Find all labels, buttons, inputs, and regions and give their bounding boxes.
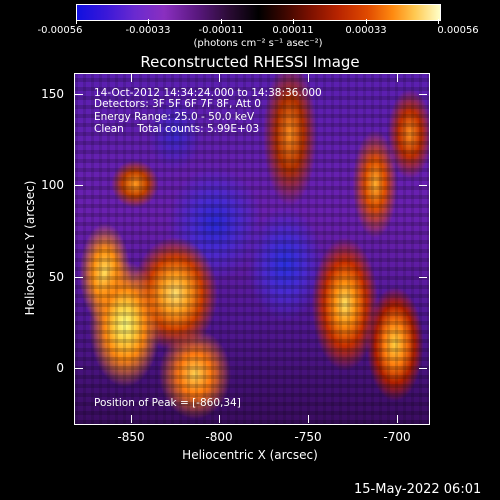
colorbar-tick-label: 0.00033 bbox=[345, 25, 387, 36]
x-tick bbox=[397, 415, 398, 423]
info-peak-position: Position of Peak = [-860,34] bbox=[94, 397, 241, 409]
generation-timestamp: 15-May-2022 06:01 bbox=[354, 482, 482, 497]
y-tick-label: 100 bbox=[41, 178, 64, 192]
image-title: Reconstructed RHESSI Image bbox=[140, 53, 360, 71]
x-tick bbox=[397, 74, 398, 82]
colorbar bbox=[76, 4, 441, 21]
y-tick bbox=[419, 94, 427, 95]
info-detectors: Detectors: 3F 5F 6F 7F 8F, Att 0 bbox=[94, 98, 261, 110]
y-tick bbox=[419, 185, 427, 186]
colorbar-tick bbox=[148, 19, 149, 24]
xray-intensity-map bbox=[75, 74, 429, 424]
x-tick-label: -750 bbox=[294, 430, 322, 444]
colorbar-tick-label: 0.00056 bbox=[437, 25, 479, 36]
x-tick bbox=[131, 74, 132, 82]
colorbar-tick-label: 0.00011 bbox=[272, 25, 314, 36]
y-tick-label: 0 bbox=[56, 361, 64, 375]
colorbar-tick-label: -0.00011 bbox=[198, 25, 244, 36]
info-time-range: 14-Oct-2012 14:34:24.000 to 14:38:36.000 bbox=[94, 87, 322, 99]
y-tick bbox=[419, 368, 427, 369]
colorbar-units: (photons cm⁻² s⁻¹ asec⁻²) bbox=[193, 38, 323, 49]
x-tick bbox=[131, 415, 132, 423]
x-axis-title: Heliocentric X (arcsec) bbox=[182, 448, 318, 462]
x-tick bbox=[308, 74, 309, 82]
y-tick bbox=[419, 277, 427, 278]
y-tick bbox=[75, 185, 83, 186]
y-tick bbox=[75, 277, 83, 278]
x-tick bbox=[219, 415, 220, 423]
colorbar-tick-label: -0.00033 bbox=[125, 25, 171, 36]
x-tick bbox=[308, 415, 309, 423]
colorbar-tick bbox=[221, 19, 222, 24]
y-tick-label: 150 bbox=[41, 87, 64, 101]
colorbar-tick bbox=[366, 19, 367, 24]
x-tick-label: -850 bbox=[117, 430, 145, 444]
y-axis-title: Heliocentric Y (arcsec) bbox=[23, 180, 37, 316]
colorbar-tick bbox=[438, 19, 439, 24]
colorbar-tick bbox=[293, 19, 294, 24]
image-plot-area bbox=[74, 73, 430, 425]
colorbar-tick bbox=[76, 19, 77, 24]
y-tick-label: 50 bbox=[48, 270, 64, 284]
info-method-counts: Clean Total counts: 5.99E+03 bbox=[94, 123, 260, 135]
colorbar-tick-label: -0.00056 bbox=[37, 25, 83, 36]
y-tick bbox=[75, 368, 83, 369]
info-energy-range: Energy Range: 25.0 - 50.0 keV bbox=[94, 111, 255, 123]
x-tick-label: -800 bbox=[205, 430, 233, 444]
x-tick-label: -700 bbox=[383, 430, 411, 444]
y-tick bbox=[75, 94, 83, 95]
x-tick bbox=[219, 74, 220, 82]
